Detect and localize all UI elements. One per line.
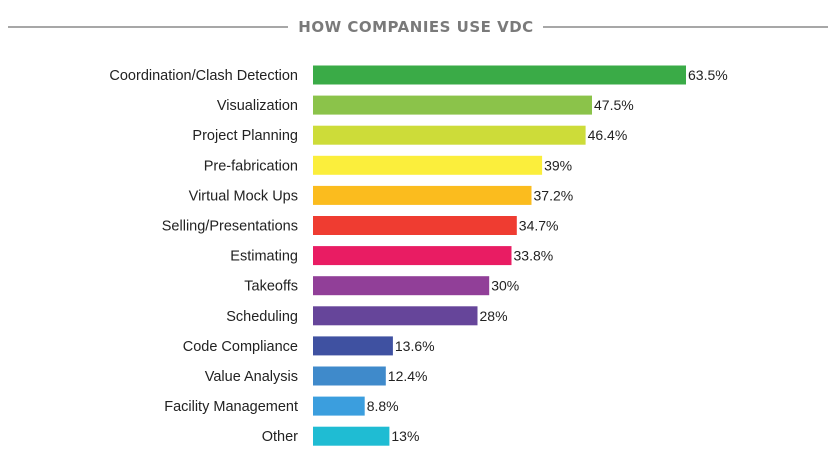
category-label: Selling/Presentations xyxy=(162,219,298,235)
bar xyxy=(313,396,365,416)
bar xyxy=(313,246,512,266)
value-label: 37.2% xyxy=(534,187,574,203)
category-label: Virtual Mock Ups xyxy=(189,188,298,204)
category-label: Other xyxy=(262,429,298,445)
bar xyxy=(313,216,517,235)
category-label: Coordination/Clash Detection xyxy=(109,68,298,84)
category-label: Estimating xyxy=(230,249,298,265)
bar xyxy=(313,426,390,446)
value-label: 12.4% xyxy=(388,368,428,384)
value-label: 30% xyxy=(491,278,519,294)
bar xyxy=(313,336,393,356)
chart-title: HOW COMPANIES USE VDC xyxy=(298,18,533,36)
category-label: Value Analysis xyxy=(205,369,298,385)
value-label: 13% xyxy=(391,428,419,444)
category-label: Facility Management xyxy=(164,399,298,415)
category-label: Project Planning xyxy=(192,128,298,144)
bar xyxy=(313,276,490,296)
bar xyxy=(313,155,543,175)
category-label: Code Compliance xyxy=(183,339,298,355)
value-label: 28% xyxy=(480,308,508,324)
bar xyxy=(313,65,686,85)
value-label: 33.8% xyxy=(514,248,554,264)
bars-group: Coordination/Clash Detection 63.5% Visuali… xyxy=(109,65,728,446)
value-label: 8.8% xyxy=(367,398,399,414)
bar xyxy=(313,366,386,386)
value-label: 34.7% xyxy=(519,218,559,234)
bar xyxy=(313,125,586,145)
value-label: 13.6% xyxy=(395,338,435,354)
category-label: Scheduling xyxy=(226,309,298,325)
category-label: Visualization xyxy=(217,98,298,114)
category-label: Takeoffs xyxy=(244,279,298,295)
bar xyxy=(313,95,592,115)
value-label: 46.4% xyxy=(588,127,628,143)
bar xyxy=(313,185,532,205)
value-label: 63.5% xyxy=(688,67,728,83)
category-label: Pre-fabrication xyxy=(204,158,298,174)
value-label: 47.5% xyxy=(594,97,634,113)
bar xyxy=(313,306,478,326)
value-label: 39% xyxy=(544,157,572,173)
